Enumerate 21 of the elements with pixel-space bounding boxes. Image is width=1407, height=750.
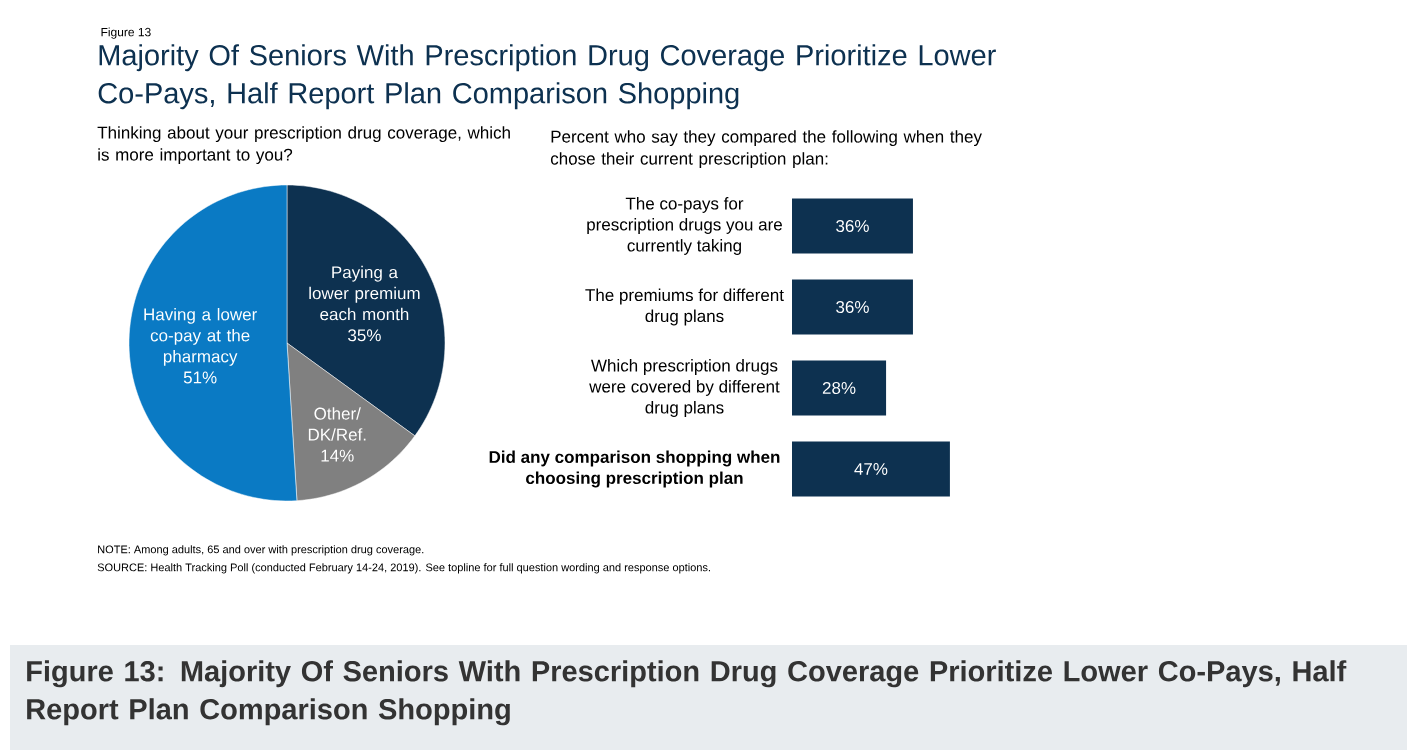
slice-label: Paying a lower premium each month: [309, 265, 420, 321]
data-label: 14%: [321, 449, 354, 462]
data-label: 35%: [348, 329, 381, 342]
slice-label: Other/ DK/Ref.: [308, 407, 366, 441]
y-tick-label: Did any comparison shopping when choosing prescription plan: [489, 450, 780, 488]
source-note: SOURCE: Health Tracking Poll (conducted February 14-24, 2019). See topline for full question wording and response options.: [97, 563, 710, 574]
data-label: 28%: [822, 381, 856, 395]
data-label: 51%: [183, 371, 217, 384]
data-label: 36%: [836, 300, 869, 314]
y-tick-label: The co-pays for prescription drugs you are currently taking: [587, 197, 782, 255]
caption: Figure 13: Majority Of Seniors With Prescription Drug Coverage Prioritize Lower Co-Pays, Half Report Plan Comparison Shopping: [27, 660, 1347, 726]
chart-subtitle: Thinking about your prescription drug coverage, which is more important to you?: [97, 126, 510, 165]
slice-label: Having a lower co-pay at the pharmacy: [144, 308, 257, 366]
y-tick-label: The premiums for different drug plans: [585, 288, 784, 326]
chart-title: Percent who say they compared the following when they chose their current prescription plan:: [550, 130, 982, 169]
caption: Figure 13: [101, 27, 151, 39]
data-label: 47%: [854, 463, 888, 475]
text: NOTE: Among adults, 65 and over with prescription drug coverage.: [98, 545, 424, 556]
data-label: 36%: [836, 219, 869, 233]
text: Majority Of Seniors With Prescription Drug Coverage Prioritize Lower Co-Pays, Half Report Plan Comparison Shopping: [98, 44, 996, 110]
y-tick-label: Which prescription drugs were covered by different drug plans: [589, 359, 780, 417]
